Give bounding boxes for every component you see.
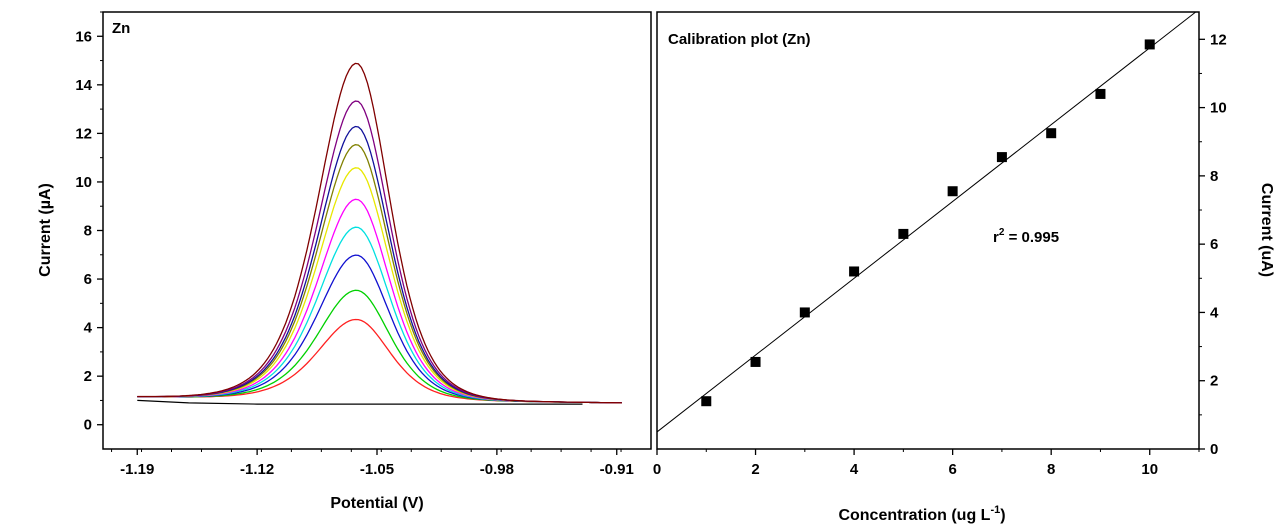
left-y-tick-label: 12: [75, 125, 92, 142]
voltammogram-curves: [137, 62, 622, 405]
calibration-point: [1095, 88, 1106, 99]
calibration-point: [898, 228, 909, 239]
right-x-tick-label: 4: [850, 461, 859, 478]
left-y-tick-label: 16: [75, 28, 92, 45]
left-x-tick-label: -1.12: [240, 461, 274, 478]
left-y-tick-label: 6: [84, 271, 92, 288]
right-x-tick-label: 10: [1141, 461, 1158, 478]
calibration-point: [1046, 128, 1057, 139]
left-x-tick-label: -1.05: [360, 461, 394, 478]
left-y-tick-label: 14: [75, 77, 92, 94]
calibration-point: [701, 396, 712, 407]
voltammogram-series-line: [137, 289, 622, 404]
voltammogram-series-line: [137, 100, 622, 404]
left-panel-label: Zn: [112, 20, 130, 37]
left-plot-frame: [102, 11, 652, 450]
calibration-point: [996, 152, 1007, 163]
right-y-tick-label: 12: [1210, 31, 1227, 48]
voltammogram-series-line: [137, 254, 622, 404]
right-y-axis-title: Current (uA): [1258, 183, 1274, 277]
calibration-point: [1144, 39, 1155, 50]
left-y-tick-label: 4: [84, 320, 93, 337]
left-y-tick-label: 8: [84, 223, 92, 240]
voltammogram-series-line: [137, 144, 622, 404]
left-y-tick-label: 0: [84, 417, 92, 434]
voltammogram-series-line: [137, 62, 622, 404]
left-y-tick-label: 10: [75, 174, 92, 191]
left-axis-ticks: -1.19 -1.12 -1.05 -0.98 -0.91 0 2 4 6 8 10 12 14 16: [75, 11, 634, 478]
left-x-tick-label: -1.19: [120, 461, 154, 478]
calibration-point: [750, 356, 761, 367]
left-y-axis-title: Current (µA): [37, 183, 54, 277]
right-x-tick-label: 6: [948, 461, 956, 478]
right-x-tick-label: 2: [751, 461, 759, 478]
baseline-curve: [137, 399, 583, 405]
left-x-tick-label: -0.91: [600, 461, 634, 478]
left-y-tick-label: 2: [84, 368, 92, 385]
right-plot-frame: [656, 11, 1200, 450]
right-y-tick-label: 0: [1210, 441, 1218, 458]
right-panel-label: Calibration plot (Zn): [668, 31, 810, 48]
right-axis-ticks: 0 2 4 6 8 10 0 2 4 6 8 10 12: [653, 31, 1227, 478]
right-x-tick-label: 8: [1047, 461, 1055, 478]
calibration-point: [799, 307, 810, 318]
calibration-point: [947, 186, 958, 197]
right-y-tick-label: 2: [1210, 373, 1218, 390]
right-x-tick-label: 0: [653, 461, 661, 478]
calibration-point: [849, 266, 860, 277]
left-x-axis-title: Potential (V): [330, 495, 423, 512]
r-squared-annotation: r2 = 0.995: [993, 227, 1059, 246]
voltammogram-series-line: [137, 318, 622, 404]
left-x-tick-label: -0.98: [480, 461, 514, 478]
right-y-tick-label: 8: [1210, 168, 1218, 185]
right-y-tick-label: 6: [1210, 236, 1218, 253]
right-y-tick-label: 4: [1210, 304, 1219, 321]
right-x-axis-title: Concentration (ug L-1): [838, 504, 1005, 524]
fit-line: [656, 11, 1197, 433]
calibration-points: [656, 11, 1197, 433]
voltammogram-series-line: [137, 198, 622, 404]
right-y-tick-label: 10: [1210, 100, 1227, 117]
